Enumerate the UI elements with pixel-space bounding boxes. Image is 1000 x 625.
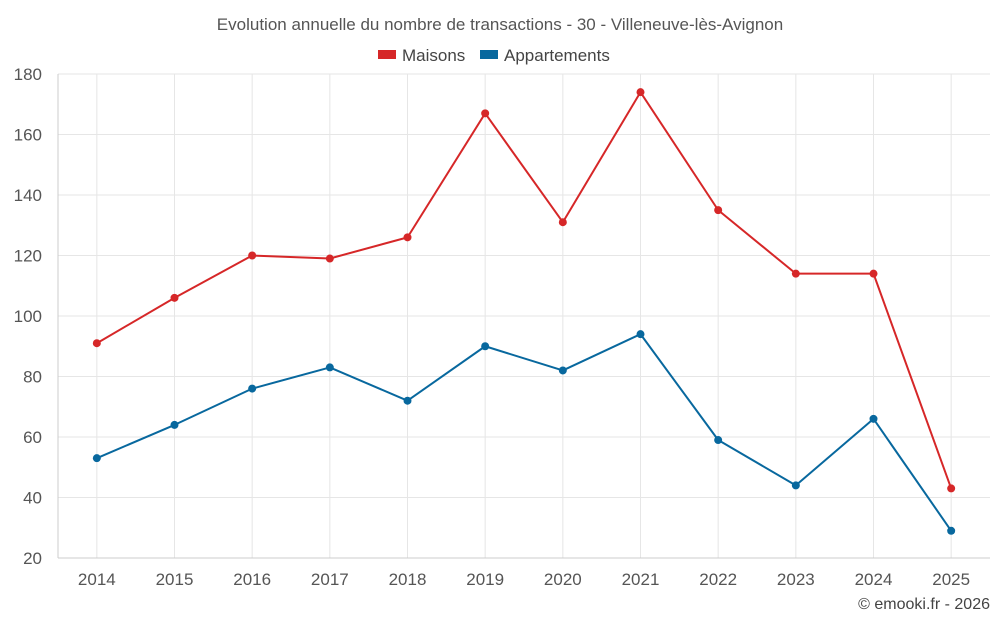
data-point-appartements-2025[interactable] (947, 526, 956, 535)
x-tick-label: 2022 (699, 570, 737, 589)
x-tick-label: 2019 (466, 570, 504, 589)
data-point-appartements-2019[interactable] (481, 342, 490, 351)
y-tick-label: 140 (14, 186, 42, 205)
data-point-maisons-2020[interactable] (558, 218, 567, 227)
data-point-appartements-2018[interactable] (403, 396, 412, 405)
y-tick-label: 40 (23, 489, 42, 508)
data-point-maisons-2018[interactable] (403, 233, 412, 242)
x-tick-label: 2016 (233, 570, 271, 589)
grid (58, 73, 990, 559)
y-tick-label: 100 (14, 307, 42, 326)
legend-label-maisons[interactable]: Maisons (402, 46, 465, 65)
data-point-appartements-2020[interactable] (558, 366, 567, 375)
data-point-maisons-2014[interactable] (92, 339, 101, 348)
series (92, 88, 956, 535)
data-point-appartements-2021[interactable] (636, 330, 645, 339)
y-tick-label: 60 (23, 428, 42, 447)
y-tick-label: 180 (14, 65, 42, 84)
data-point-appartements-2022[interactable] (714, 436, 723, 445)
series-line-maisons (96, 91, 953, 489)
series-line-appartements (96, 333, 952, 532)
data-point-appartements-2014[interactable] (92, 454, 101, 463)
x-tick-label: 2021 (622, 570, 660, 589)
x-tick-label: 2014 (78, 570, 116, 589)
legend-swatch-maisons[interactable] (378, 50, 396, 59)
data-point-maisons-2023[interactable] (791, 269, 800, 278)
x-tick-label: 2025 (932, 570, 970, 589)
x-tick-label: 2015 (156, 570, 194, 589)
x-tick-label: 2024 (855, 570, 893, 589)
axes: 20 40 60 80 100 120 140 160 180 2014 2015 2016 2017 2… (14, 65, 990, 589)
data-point-maisons-2017[interactable] (325, 254, 334, 263)
y-tick-label: 80 (23, 368, 42, 387)
data-point-maisons-2024[interactable] (869, 269, 878, 278)
x-tick-label: 2020 (544, 570, 582, 589)
y-tick-label: 160 (14, 126, 42, 145)
data-point-appartements-2024[interactable] (869, 414, 878, 423)
data-point-maisons-2022[interactable] (714, 206, 723, 215)
x-tick-label: 2018 (389, 570, 427, 589)
data-point-appartements-2023[interactable] (791, 481, 800, 490)
credit-text: © emooki.fr - 2026 (858, 596, 990, 613)
legend: Maisons Appartements (378, 46, 610, 65)
data-point-maisons-2025[interactable] (947, 484, 956, 493)
data-point-maisons-2016[interactable] (248, 251, 257, 260)
data-point-appartements-2017[interactable] (325, 363, 334, 372)
data-point-maisons-2019[interactable] (481, 109, 490, 118)
data-point-maisons-2015[interactable] (170, 293, 179, 302)
data-point-appartements-2015[interactable] (170, 420, 179, 429)
data-point-appartements-2016[interactable] (248, 384, 257, 393)
y-tick-label: 120 (14, 247, 42, 266)
data-point-maisons-2021[interactable] (636, 88, 645, 97)
legend-swatch-appartements[interactable] (480, 50, 498, 59)
legend-label-appartements[interactable]: Appartements (504, 46, 610, 65)
x-tick-label: 2017 (311, 570, 349, 589)
y-tick-label: 20 (23, 549, 42, 568)
x-tick-label: 2023 (777, 570, 815, 589)
chart-title: Evolution annuelle du nombre de transact… (217, 15, 783, 34)
